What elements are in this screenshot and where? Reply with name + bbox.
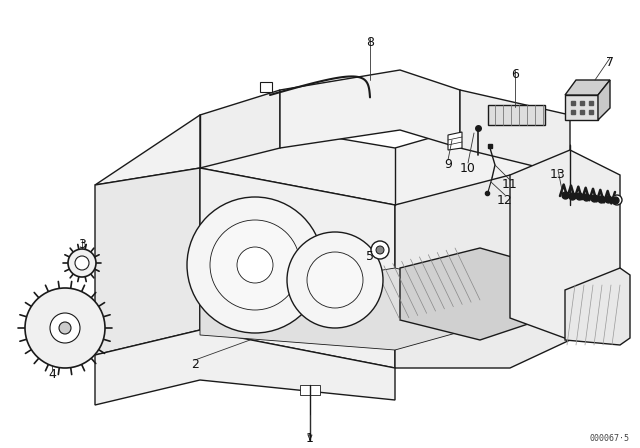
Text: 2: 2 (191, 358, 199, 371)
Circle shape (210, 220, 300, 310)
Polygon shape (260, 82, 272, 92)
Polygon shape (510, 150, 620, 340)
Circle shape (287, 232, 383, 328)
Text: 4: 4 (48, 369, 56, 382)
Circle shape (59, 322, 71, 334)
Text: 3: 3 (78, 238, 86, 251)
Circle shape (187, 197, 323, 333)
Polygon shape (95, 168, 200, 355)
Circle shape (25, 288, 105, 368)
Circle shape (307, 252, 363, 308)
Circle shape (612, 195, 622, 205)
Circle shape (376, 246, 384, 254)
Polygon shape (598, 80, 610, 120)
Text: 7: 7 (606, 56, 614, 69)
Polygon shape (565, 80, 610, 95)
Text: 5: 5 (366, 250, 374, 263)
Circle shape (371, 241, 389, 259)
Circle shape (68, 249, 96, 277)
Polygon shape (200, 168, 395, 368)
Polygon shape (280, 70, 460, 148)
Circle shape (237, 247, 273, 283)
Text: 11: 11 (502, 178, 518, 191)
Polygon shape (565, 95, 598, 120)
Polygon shape (460, 90, 570, 175)
Polygon shape (395, 175, 570, 368)
Polygon shape (400, 248, 540, 340)
Text: 12: 12 (497, 194, 513, 207)
Polygon shape (200, 268, 510, 350)
Text: 10: 10 (460, 161, 476, 175)
Text: 8: 8 (366, 36, 374, 49)
Text: 13: 13 (550, 168, 566, 181)
Text: 000067·5: 000067·5 (590, 434, 630, 443)
Text: 6: 6 (511, 69, 519, 82)
Polygon shape (95, 115, 570, 205)
Polygon shape (95, 330, 395, 405)
Polygon shape (200, 90, 280, 168)
Text: 1: 1 (306, 431, 314, 444)
Polygon shape (300, 385, 320, 395)
Polygon shape (565, 268, 630, 345)
Text: 9: 9 (444, 159, 452, 172)
Circle shape (75, 256, 89, 270)
Polygon shape (488, 105, 545, 125)
Circle shape (50, 313, 80, 343)
Polygon shape (448, 132, 462, 150)
